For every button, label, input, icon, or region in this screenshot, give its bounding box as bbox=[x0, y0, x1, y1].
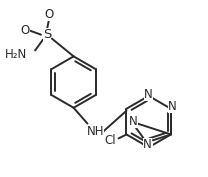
Text: H₂N: H₂N bbox=[5, 48, 27, 61]
Text: O: O bbox=[21, 24, 30, 37]
Text: N: N bbox=[168, 100, 176, 113]
Text: S: S bbox=[43, 28, 51, 41]
Text: Cl: Cl bbox=[105, 134, 116, 147]
Text: N: N bbox=[143, 138, 152, 151]
Text: N: N bbox=[144, 88, 153, 101]
Text: N: N bbox=[144, 141, 153, 154]
Text: O: O bbox=[44, 8, 53, 21]
Text: N: N bbox=[129, 115, 138, 128]
Text: NH: NH bbox=[87, 125, 104, 138]
